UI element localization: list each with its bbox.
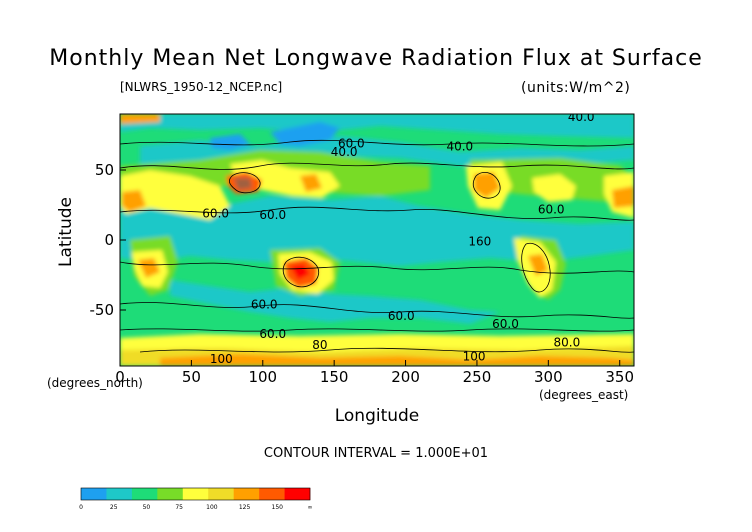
x-axis-title: Longitude — [335, 406, 420, 426]
contour-label: 60.0 — [338, 137, 365, 151]
contour-label: 40.0 — [568, 110, 595, 124]
colorbar: 0 25 50 75 100 125 150 ∞ — [79, 487, 313, 511]
colorbar-label: 125 — [239, 504, 251, 511]
x-tick-label: 50 — [182, 368, 201, 386]
contour-label: 60.0 — [202, 207, 229, 221]
contour-label: 160 — [468, 235, 491, 249]
contour-label: 100 — [463, 349, 486, 363]
andes-orange — [528, 254, 548, 276]
contour-label: 60.0 — [251, 298, 278, 312]
contour-label: 80 — [312, 338, 327, 352]
tibet-dark — [234, 178, 252, 190]
arctic-cyan-band — [120, 114, 634, 138]
colorbar-label: 50 — [143, 504, 151, 511]
siberia-blue-patch — [210, 134, 250, 150]
contour-label: 40.0 — [446, 139, 473, 153]
colorbar-swatch — [106, 488, 133, 500]
chart-subtitle: [NLWRS_1950-12_NCEP.nc] — [120, 80, 283, 94]
x-tick-label: 300 — [534, 368, 563, 386]
contour-label-layer: 40.0 40.040.060.060.0 60.0 60.016060.060.06… — [202, 110, 595, 366]
y-tick-label: 50 — [95, 161, 114, 179]
colorbar-label: ∞ — [308, 504, 313, 511]
colorbar-label: 25 — [110, 504, 118, 511]
colorbar-swatch — [131, 488, 158, 500]
arctic-orange-corner — [120, 114, 160, 124]
y-unit-note: (degrees_north) — [47, 376, 143, 390]
contour-interval-note: CONTOUR INTERVAL = 1.000E+01 — [263, 446, 489, 461]
sahara-arabia-yellow — [120, 170, 230, 220]
colorbar-label: 75 — [175, 504, 183, 511]
tropical-cyan-band — [120, 196, 634, 276]
contour-label: 60.0 — [259, 208, 286, 222]
colorbar-swatch — [208, 488, 234, 500]
contour-label: 60.0 — [492, 317, 519, 331]
west-africa-orange — [122, 190, 146, 212]
x-tick-label: 350 — [605, 368, 634, 386]
contour-label: 60.0 — [388, 309, 415, 323]
chart-units: (units:W/m^2) — [521, 80, 631, 96]
y-tick-label: -50 — [90, 301, 115, 319]
colorbar-swatch — [259, 488, 285, 500]
colorbar-swatch — [157, 488, 184, 500]
x-tick-label: 150 — [320, 368, 349, 386]
australia-red-core — [290, 264, 310, 280]
plot-area: 40.0 40.040.060.060.0 60.0 60.016060.060.06… — [120, 110, 634, 366]
kalahari-orange — [138, 258, 160, 278]
x-tick-label: 200 — [391, 368, 420, 386]
x-unit-note: (degrees_east) — [539, 388, 628, 402]
contour-label: 80.0 — [554, 335, 581, 349]
antarctic-orange-band — [160, 354, 634, 366]
x-axis: 0 50 100 150 200 250 300 350 — [115, 360, 634, 386]
y-axis-title: Latitude — [56, 197, 76, 267]
southern-cyan-band — [170, 280, 500, 324]
contour-label: 100 — [210, 352, 233, 366]
contour-lines — [120, 139, 634, 353]
colorbar-label: 100 — [206, 504, 218, 511]
colorbar-swatch — [182, 488, 209, 500]
colorbar-label: 0 — [79, 504, 83, 511]
contour-label: 60.0 — [538, 202, 565, 216]
chart-title: Monthly Mean Net Longwave Radiation Flux… — [49, 46, 703, 71]
x-tick-label: 0 — [115, 368, 125, 386]
y-axis: 50 0 -50 — [90, 161, 126, 319]
colorbar-frame — [80, 487, 311, 501]
atlantic-yellow — [532, 174, 576, 202]
rockies-orange — [474, 172, 500, 198]
mongolia-orange — [300, 174, 322, 192]
y-tick-label: 0 — [104, 231, 114, 249]
east-edge-orange — [612, 186, 634, 208]
contour-label: 40.0 — [331, 145, 358, 159]
colorbar-label: 150 — [272, 504, 284, 511]
contour-label: 60.0 — [259, 327, 286, 341]
colorbar-swatch — [233, 488, 260, 500]
colorbar-swatch — [284, 488, 311, 500]
x-tick-label: 100 — [248, 368, 277, 386]
x-tick-label: 250 — [463, 368, 492, 386]
colorbar-swatch — [81, 488, 107, 500]
